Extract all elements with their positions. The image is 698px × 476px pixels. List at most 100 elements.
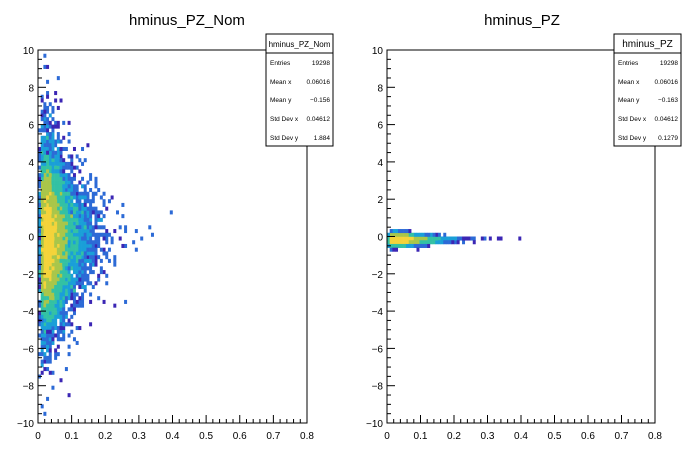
left-bin: [67, 165, 71, 170]
left-bin: [40, 270, 44, 275]
left-bin: [64, 240, 68, 245]
right-bin: [408, 240, 412, 245]
left-bin: [75, 340, 79, 345]
left-bin: [64, 273, 68, 278]
left-bin: [62, 329, 66, 334]
left-bin: [38, 146, 41, 152]
right-stats-value: −0.163: [658, 97, 678, 104]
left-bin: [70, 266, 74, 271]
left-bin: [89, 243, 93, 248]
left-bin: [62, 333, 66, 338]
right-bin: [432, 240, 436, 245]
left-bin: [56, 352, 60, 357]
left-bin: [83, 206, 87, 211]
left-bin: [46, 337, 50, 342]
left-bin: [83, 240, 87, 245]
left-bin: [62, 217, 66, 222]
left-bin: [59, 303, 63, 308]
left-bin: [46, 214, 50, 219]
right-bin: [416, 236, 420, 241]
left-bin: [40, 243, 44, 248]
left-bin: [43, 210, 47, 215]
left-bin: [70, 225, 74, 230]
left-bin: [56, 247, 60, 252]
left-bin: [59, 165, 63, 170]
left-bin: [102, 202, 106, 207]
left-bin: [51, 266, 55, 271]
right-stats-label: Mean y: [618, 97, 640, 104]
left-bin: [46, 180, 50, 185]
left-bin: [86, 225, 90, 230]
left-bin: [72, 206, 76, 211]
left-bin: [43, 191, 47, 196]
left-bin: [70, 217, 74, 222]
left-bin: [102, 247, 106, 252]
left-bin: [70, 243, 74, 248]
left-bin: [48, 303, 52, 308]
left-bin: [97, 243, 101, 248]
left-bin: [40, 221, 44, 226]
left-bin: [78, 206, 82, 211]
left-bin: [75, 243, 79, 248]
left-bin: [43, 307, 47, 312]
left-bin: [62, 262, 66, 267]
left-bin: [40, 165, 44, 170]
left-bin: [78, 247, 82, 252]
left-bin: [107, 199, 111, 204]
left-bin: [48, 176, 52, 181]
left-bin: [48, 146, 52, 152]
right-bin: [408, 236, 412, 241]
left-bin: [64, 255, 68, 260]
right-bin: [440, 240, 444, 245]
left-bin: [51, 337, 55, 342]
left-bin: [72, 299, 76, 304]
left-bin: [56, 202, 60, 207]
left-bin: [97, 296, 101, 301]
left-bin: [78, 284, 82, 290]
right-bin: [413, 243, 417, 248]
right-bin: [392, 240, 396, 245]
left-bin: [38, 195, 41, 200]
left-bin: [43, 322, 47, 327]
left-bin: [67, 243, 71, 248]
left-bin: [81, 243, 85, 248]
left-bin: [51, 146, 55, 152]
left-bin: [89, 206, 93, 211]
left-bin: [40, 225, 44, 230]
left-bin: [46, 202, 50, 207]
left-bin: [51, 109, 55, 114]
left-bin: [67, 344, 71, 349]
left-bin: [70, 277, 74, 282]
left-bin: [38, 251, 41, 256]
left-bin: [54, 232, 58, 237]
left-bin: [51, 199, 55, 204]
right-stats-value: 0.06016: [655, 79, 679, 86]
left-bin: [46, 176, 50, 181]
left-bin: [59, 214, 63, 219]
left-bin: [56, 251, 60, 256]
left-bin: [105, 281, 109, 286]
left-bin: [81, 206, 85, 211]
left-bin: [83, 243, 87, 248]
left-bin: [59, 378, 63, 383]
left-bin: [46, 296, 50, 301]
left-bin: [43, 247, 47, 252]
left-bin: [40, 266, 44, 271]
left-bin: [51, 296, 55, 301]
right-bin: [472, 236, 476, 241]
left-bin: [64, 165, 68, 170]
left-bin: [118, 225, 122, 230]
left-bin: [59, 296, 63, 301]
left-bin: [64, 191, 68, 196]
left-bin: [81, 296, 85, 301]
left-bin: [78, 225, 82, 230]
right-bin: [427, 240, 431, 245]
left-bin: [54, 199, 58, 204]
right-bin: [472, 240, 476, 245]
right-bin: [405, 240, 409, 245]
left-x-axis: 0 0.1 0.2 0.3 0.4 0.5 0.6 0.7 0.8: [35, 415, 314, 442]
left-bin: [46, 206, 50, 211]
left-bin: [86, 199, 90, 204]
left-y-tick-label: −4: [23, 307, 35, 318]
right-bin: [397, 232, 401, 237]
